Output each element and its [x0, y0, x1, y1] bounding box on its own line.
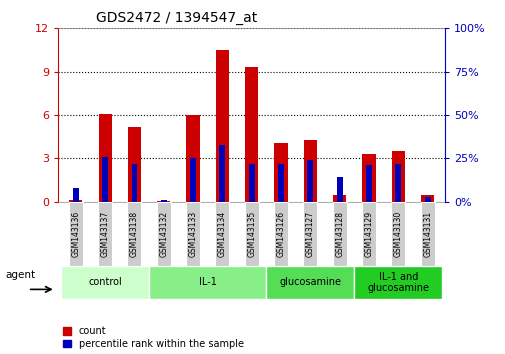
Bar	[149, 266, 266, 299]
Bar	[216, 50, 229, 202]
Text: GSM143133: GSM143133	[188, 211, 197, 257]
Bar	[307, 160, 313, 202]
Bar	[274, 143, 287, 202]
Bar	[128, 127, 141, 202]
Bar	[157, 202, 171, 266]
Text: GDS2472 / 1394547_at: GDS2472 / 1394547_at	[96, 11, 257, 25]
Bar	[98, 202, 112, 266]
Text: control: control	[88, 277, 122, 287]
Bar	[278, 164, 283, 202]
Bar	[332, 195, 345, 202]
Bar	[244, 67, 258, 202]
Bar	[391, 151, 404, 202]
Bar	[69, 202, 83, 266]
Bar	[69, 200, 82, 202]
Text: GSM143138: GSM143138	[130, 211, 139, 257]
Bar	[215, 202, 229, 266]
Bar	[102, 157, 108, 202]
Bar	[248, 164, 254, 202]
Bar	[244, 202, 258, 266]
Bar	[303, 139, 316, 202]
Bar	[186, 202, 200, 266]
Bar	[186, 115, 199, 202]
Bar	[390, 202, 405, 266]
Text: GSM143135: GSM143135	[247, 211, 256, 257]
Bar	[420, 202, 434, 266]
Bar	[420, 195, 433, 202]
Bar	[424, 196, 430, 202]
Text: GSM143131: GSM143131	[422, 211, 431, 257]
Text: GSM143129: GSM143129	[364, 211, 373, 257]
Bar	[98, 114, 112, 202]
Bar	[266, 266, 353, 299]
Bar	[190, 159, 195, 202]
Bar	[157, 201, 170, 202]
Text: GSM143137: GSM143137	[100, 211, 110, 257]
Bar	[219, 144, 225, 202]
Legend: count, percentile rank within the sample: count, percentile rank within the sample	[63, 326, 243, 349]
Bar	[131, 164, 137, 202]
Text: GSM143130: GSM143130	[393, 211, 402, 257]
Text: GSM143136: GSM143136	[71, 211, 80, 257]
Text: GSM143132: GSM143132	[159, 211, 168, 257]
Bar	[332, 202, 346, 266]
Text: IL-1: IL-1	[198, 277, 216, 287]
Bar	[361, 202, 375, 266]
Text: agent: agent	[5, 270, 35, 280]
Text: IL-1 and
glucosamine: IL-1 and glucosamine	[367, 272, 429, 293]
Bar	[127, 202, 141, 266]
Bar	[161, 200, 166, 202]
Bar	[354, 266, 441, 299]
Text: GSM143134: GSM143134	[218, 211, 226, 257]
Bar	[274, 202, 287, 266]
Text: glucosamine: glucosamine	[279, 277, 341, 287]
Bar	[61, 266, 149, 299]
Bar	[336, 177, 342, 202]
Text: GSM143128: GSM143128	[334, 211, 343, 257]
Bar	[73, 188, 79, 202]
Bar	[394, 164, 400, 202]
Bar	[362, 154, 375, 202]
Text: GSM143127: GSM143127	[306, 211, 314, 257]
Bar	[303, 202, 317, 266]
Bar	[366, 165, 371, 202]
Text: GSM143126: GSM143126	[276, 211, 285, 257]
